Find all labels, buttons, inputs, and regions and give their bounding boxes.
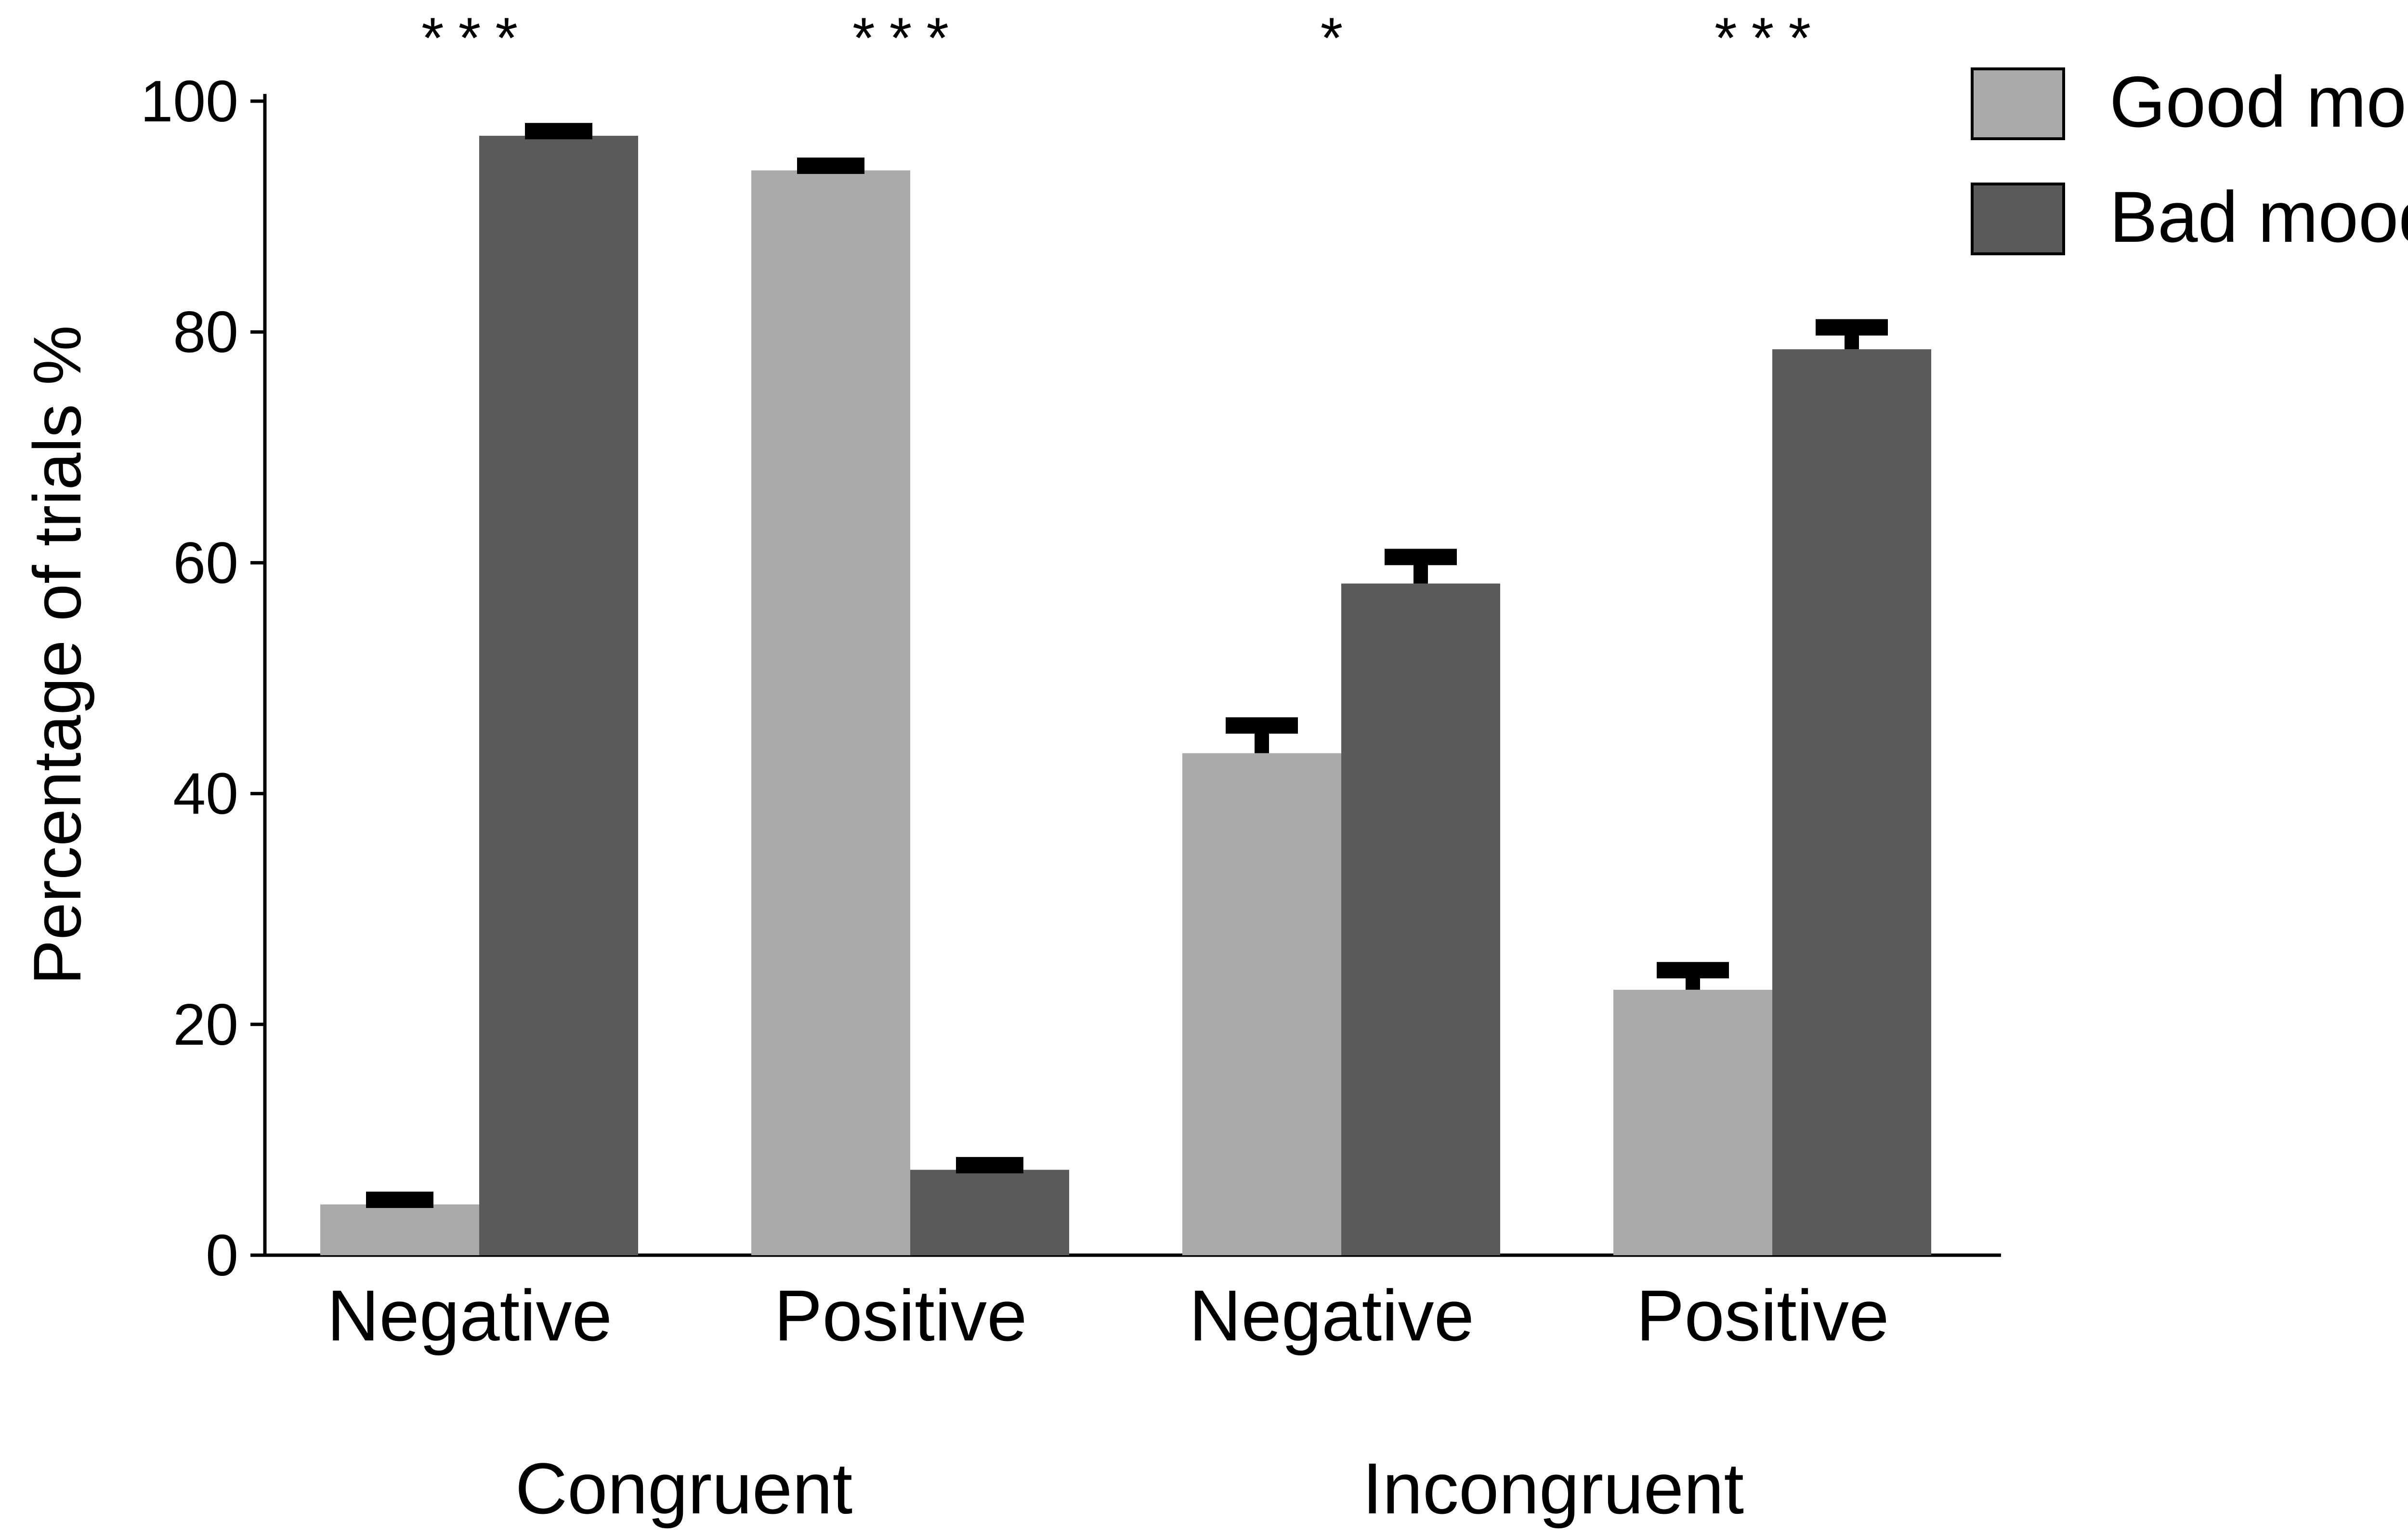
y-tick-label: 40 <box>173 761 238 827</box>
bar <box>1341 583 1500 1255</box>
legend-swatch <box>1971 67 2065 140</box>
x-category-label: Positive <box>774 1275 1027 1356</box>
x-category-label: Negative <box>1189 1275 1474 1356</box>
y-tick-label: 80 <box>173 299 238 365</box>
legend-swatch <box>1971 183 2065 255</box>
bar <box>479 135 638 1256</box>
significance-marker: *** <box>421 6 532 70</box>
error-bars <box>366 123 1888 1208</box>
y-tick-label: 60 <box>173 530 238 595</box>
bar <box>910 1169 1069 1255</box>
legend-label: Bad mood <box>2109 176 2408 257</box>
significance-markers: *** *** * *** <box>421 6 1825 70</box>
significance-marker: * <box>1321 6 1358 70</box>
y-axis-label: Percentage of trials % <box>19 325 95 985</box>
bar <box>751 170 910 1255</box>
bar <box>1182 753 1341 1255</box>
bars <box>320 135 1931 1256</box>
y-tick-label: 0 <box>206 1222 238 1288</box>
legend: Good mood Bad mood <box>1971 61 2408 257</box>
x-category-label: Negative <box>327 1275 612 1356</box>
bar <box>320 1204 479 1255</box>
x-group-label: Incongruent <box>1362 1448 1744 1529</box>
significance-marker: *** <box>1714 6 1825 70</box>
y-ticks: 0 20 40 60 80 100 <box>140 68 265 1288</box>
x-group-labels: Congruent Incongruent <box>515 1448 1744 1529</box>
bar <box>1772 349 1931 1255</box>
y-tick-label: 20 <box>173 992 238 1057</box>
x-category-label: Positive <box>1636 1275 1889 1356</box>
x-category-labels: Negative Positive Negative Positive <box>327 1275 1889 1356</box>
significance-marker: *** <box>852 6 963 70</box>
legend-label: Good mood <box>2109 61 2408 142</box>
x-group-label: Congruent <box>515 1448 853 1529</box>
y-tick-label: 100 <box>140 68 238 134</box>
bar <box>1613 989 1772 1255</box>
